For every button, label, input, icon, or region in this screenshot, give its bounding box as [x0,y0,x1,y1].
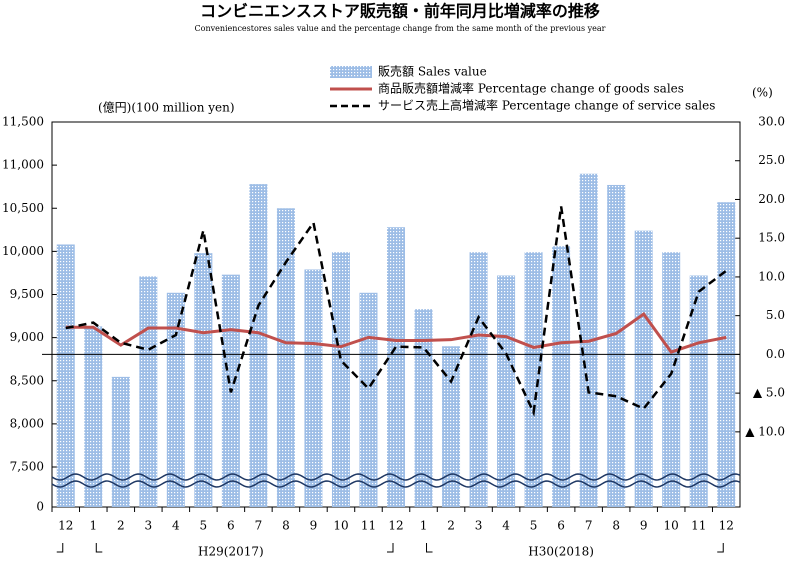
x-tick-label: 6 [227,519,235,533]
bar [607,184,626,507]
y2-tick-label: 30.0 [758,115,785,129]
line [65,312,727,354]
bar [689,275,708,507]
y-tick-label: 9,000 [10,330,44,344]
legend-label: サービス売上高増減率 Percentage change of service … [378,98,715,113]
bar [304,269,323,507]
bar [84,326,103,507]
year-label: H29(2017) [198,545,264,559]
y-tick-label: 8,000 [10,416,44,430]
bar [166,292,185,507]
y-tick-label: 9,500 [10,287,44,301]
x-tick-label: 8 [282,519,290,533]
bar [634,230,653,508]
axis-break [51,473,741,481]
year-bracket [387,543,394,553]
y2-tick-label: 5.0 [766,308,785,322]
x-tick-label: 3 [475,519,483,533]
x-tick-label: 10 [664,519,679,533]
y2-tick-label: 0.0 [766,347,785,361]
bar [387,227,405,507]
bar [414,309,433,507]
x-tick-label: 12 [58,519,73,533]
line [65,206,727,417]
legend-swatch [330,66,372,78]
x-tick-label: 9 [310,519,318,533]
bar [359,292,378,507]
y-axis-label: (億円)(100 million yen) [98,101,235,115]
x-tick-label: 7 [585,519,593,533]
legend-label: 販売額 Sales value [378,64,487,79]
y2-tick-label: ▲ 5.0 [753,386,785,400]
bar [552,246,571,507]
x-tick-label: 8 [612,519,620,533]
x-tick-label: 1 [420,519,428,533]
year-label: H30(2018) [528,545,594,559]
bar [56,244,75,507]
chart-subtitle: Conveniencestores sales value and the pe… [195,24,606,33]
y-tick-label: 11,500 [2,115,44,129]
bar [139,276,158,507]
x-tick-label: 2 [447,519,455,533]
y-tick-label: 8,500 [10,373,44,387]
x-tick-label: 11 [691,519,706,533]
y-tick-label: 0 [36,500,44,514]
bar [469,252,488,507]
legend-label: 商品販売額増減率 Percentage change of goods sale… [378,81,684,96]
x-tick-label: 5 [530,519,538,533]
y2-tick-label: ▲ 10.0 [745,424,785,438]
year-bracket [717,543,724,553]
y2-tick-label: 15.0 [758,231,785,245]
bar [497,275,516,507]
x-tick-label: 6 [557,519,565,533]
y2-tick-label: 25.0 [758,153,785,167]
x-tick-label: 3 [144,519,152,533]
x-tick-label: 12 [388,519,403,533]
year-bracket [95,543,103,553]
x-tick-label: 5 [200,519,208,533]
y-tick-label: 7,500 [10,460,44,474]
year-bracket [56,543,64,553]
bar [442,346,461,507]
y-tick-label: 11,000 [2,158,44,172]
bar [662,252,681,507]
x-tick-label: 11 [361,519,376,533]
bar [331,252,350,507]
x-tick-label: 1 [89,519,97,533]
x-tick-label: 10 [333,519,348,533]
y2-axis-label: (%) [752,86,773,100]
y-tick-label: 10,500 [2,201,44,215]
bar [249,184,268,507]
chart-title: コンビニエンスストア販売額・前年同月比増減率の推移 [200,2,600,21]
x-tick-label: 2 [117,519,125,533]
x-tick-label: 9 [640,519,648,533]
y2-tick-label: 20.0 [758,192,785,206]
x-tick-label: 4 [502,519,510,533]
axis-break [51,480,741,488]
x-tick-label: 4 [172,519,180,533]
y2-tick-label: 10.0 [758,269,785,283]
bar [524,252,543,507]
y-tick-label: 10,000 [2,244,44,258]
bar [111,376,130,507]
x-tick-label: 7 [255,519,263,533]
bar [276,208,295,507]
bar [194,253,213,507]
x-tick-label: 12 [719,519,734,533]
year-bracket [426,543,433,553]
